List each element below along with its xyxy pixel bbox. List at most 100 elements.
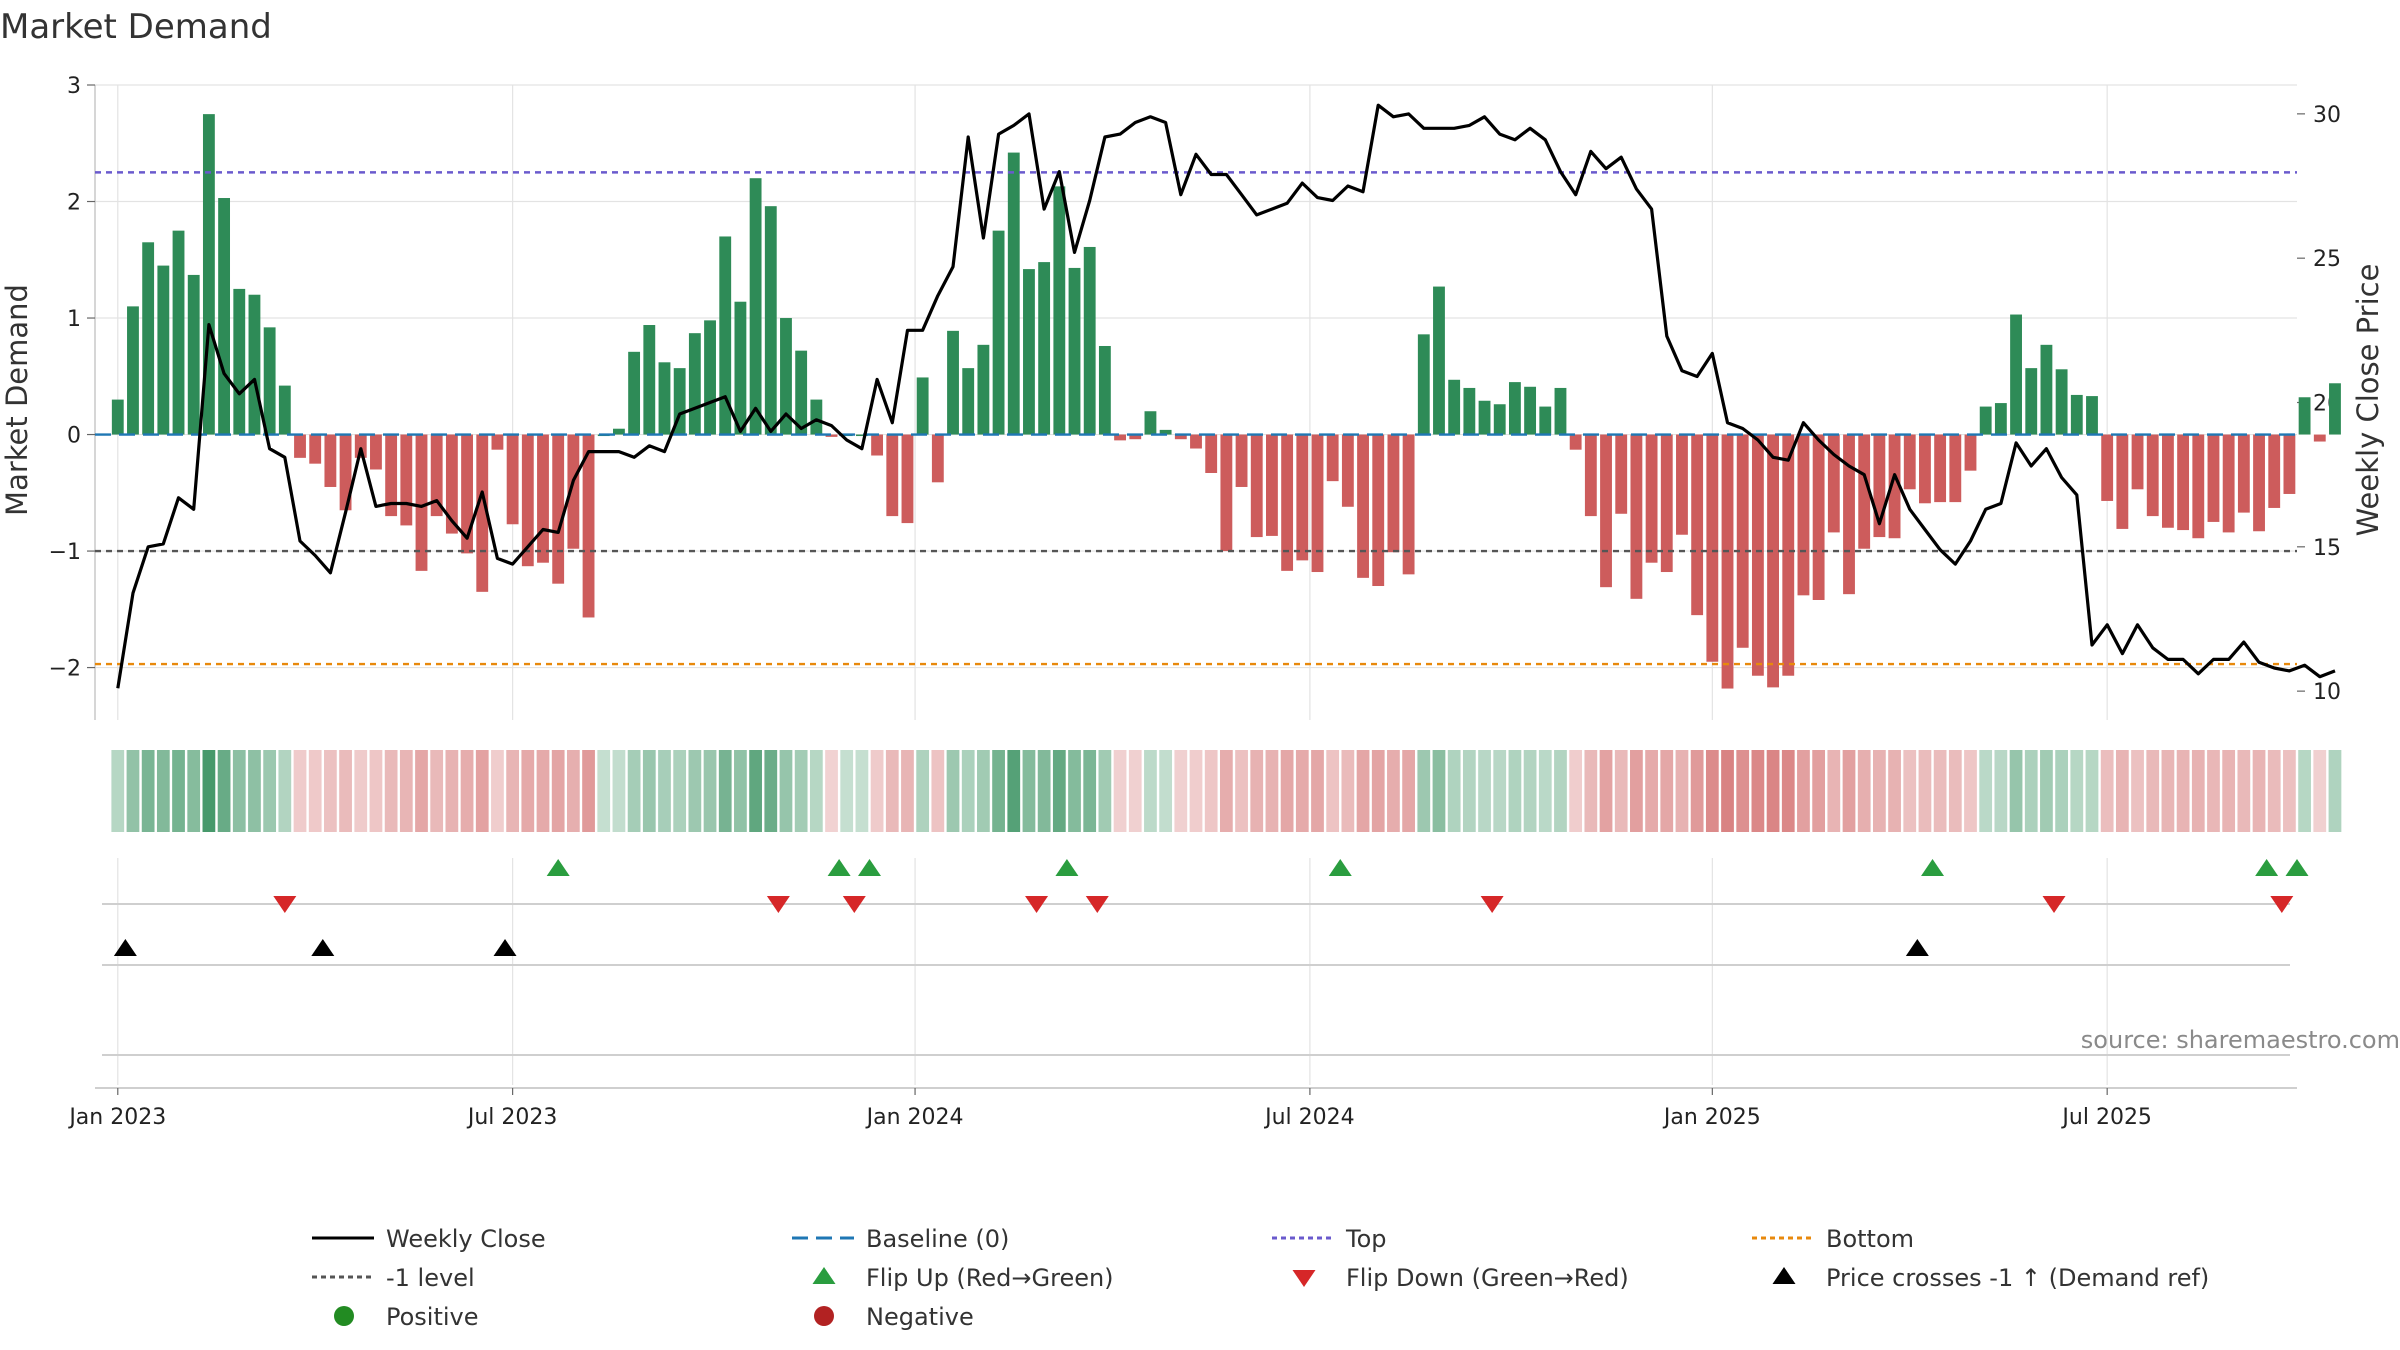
demand-bar — [1934, 434, 1947, 503]
heat-strip-cell — [1888, 750, 1901, 832]
heat-strip-cell — [1159, 750, 1173, 832]
legend: Weekly Close Baseline (0) Top Bottom -1 leve… — [312, 1225, 2209, 1331]
x-tick-label: Jul 2025 — [2060, 1105, 2152, 1130]
flip-up-marker — [1055, 859, 1079, 876]
price-series — [116, 103, 2336, 689]
heat-strip-cell — [369, 750, 383, 832]
heat-strip-cell — [1493, 750, 1507, 832]
demand-bar — [172, 230, 185, 435]
heat-strip-cell — [916, 750, 930, 832]
heat-strip-cell — [1219, 750, 1233, 832]
demand-bar — [1220, 434, 1233, 552]
heat-strip-cell — [2328, 750, 2342, 832]
heat-strip-cell — [384, 750, 398, 832]
x-tick-label: Jan 2024 — [865, 1105, 964, 1130]
demand-bar — [2131, 434, 2144, 490]
heat-strip-cell — [1660, 750, 1674, 832]
heat-strip-cell — [1478, 750, 1491, 832]
heat-strip-cell — [278, 750, 292, 832]
legend-item: Positive — [334, 1303, 479, 1331]
demand-bar — [1129, 434, 1142, 440]
flip-down-marker — [1480, 896, 1504, 913]
heat-strip-cell — [1705, 750, 1719, 832]
heat-strip-cell — [2146, 750, 2160, 832]
demand-bar — [233, 288, 246, 435]
heat-strip-cell — [703, 750, 717, 832]
demand-bar — [1584, 434, 1597, 517]
demand-bar — [1676, 434, 1688, 535]
demand-bar — [476, 434, 489, 592]
demand-bar — [1508, 382, 1521, 435]
demand-bar — [1979, 406, 1992, 435]
tick-label-left: 0 — [67, 424, 81, 449]
heat-strip-cell — [1174, 750, 1188, 832]
heat-strip-cell — [901, 750, 914, 832]
heat-strip-cell — [2100, 750, 2114, 832]
heat-strip-cell — [612, 750, 626, 832]
demand-bar — [2040, 344, 2053, 435]
heat-strip-cell — [809, 750, 823, 832]
demand-bar — [309, 434, 322, 464]
heat-strip-cell — [521, 750, 535, 832]
demand-bar — [248, 294, 261, 435]
heat-strip-cell — [992, 750, 1005, 832]
legend-swatch — [334, 1306, 354, 1326]
demand-bar — [1903, 434, 1916, 490]
heat-strip-cell — [961, 750, 975, 832]
demand-bar — [1281, 434, 1294, 571]
legend-label: Baseline (0) — [866, 1225, 1009, 1253]
demand-bar — [1539, 406, 1552, 435]
demand-bar — [613, 428, 625, 435]
x-axis-ticks: Jan 2023 Jul 2023 Jan 2024 Jul 2024 Jan 2025… — [67, 1088, 2152, 1130]
heat-strip-cell — [1204, 750, 1218, 832]
flip-up-marker — [827, 859, 851, 876]
heat-strip-cell — [1326, 750, 1340, 832]
heat-strip-cell — [1554, 750, 1567, 832]
heat-strip-cell — [1280, 750, 1294, 832]
reference-levels — [95, 171, 2297, 666]
heat-strip-cell — [1903, 750, 1917, 832]
heat-strip-cell — [718, 750, 732, 832]
demand-bar — [916, 377, 929, 435]
legend-label: Weekly Close — [386, 1225, 546, 1253]
y-axis-label-right: Weekly Close Price — [2351, 264, 2385, 537]
demand-bar — [1949, 434, 1962, 503]
demand-bar — [1174, 434, 1187, 440]
heat-strip-cell — [1068, 750, 1081, 832]
flip-down-marker — [1085, 896, 1109, 913]
heat-strip-cell — [2283, 750, 2296, 832]
heat-strip-cell — [688, 750, 702, 832]
heat-strip-cell — [2115, 750, 2129, 832]
legend-swatch — [814, 1306, 834, 1326]
demand-bar — [1858, 434, 1871, 549]
demand-bar — [370, 434, 382, 470]
heat-strip-cell — [399, 750, 413, 832]
heat-strip-cell — [1857, 750, 1871, 832]
flip-down-marker — [2270, 896, 2294, 913]
demand-bar — [2177, 434, 2190, 531]
flip-up-marker — [857, 859, 881, 876]
heat-strip-cell — [1979, 750, 1993, 832]
heat-strip-cell — [1462, 750, 1476, 832]
demand-bar — [1919, 434, 1931, 504]
demand-bar — [1098, 345, 1111, 435]
heat-strip-cell — [946, 750, 960, 832]
demand-bar — [764, 206, 777, 435]
demand-bar — [1326, 434, 1339, 482]
heat-strip-cell — [506, 750, 519, 832]
heat-strip-cell — [1235, 750, 1248, 832]
heat-strip-cell — [1964, 750, 1977, 832]
legend-item: Top — [1272, 1225, 1387, 1253]
legend-label: -1 level — [386, 1264, 475, 1292]
heat-strip-cell — [324, 750, 337, 832]
demand-bar — [1296, 434, 1309, 561]
demand-bar — [2192, 434, 2205, 539]
heat-strip-cell — [415, 750, 428, 832]
demand-bar — [2268, 434, 2281, 508]
chart-title: Market Demand — [0, 7, 272, 47]
heat-strip-cell — [475, 750, 489, 832]
heat-strip-cell — [642, 750, 656, 832]
heat-strip-cell — [2055, 750, 2068, 832]
heat-strip-cell — [1599, 750, 1613, 832]
